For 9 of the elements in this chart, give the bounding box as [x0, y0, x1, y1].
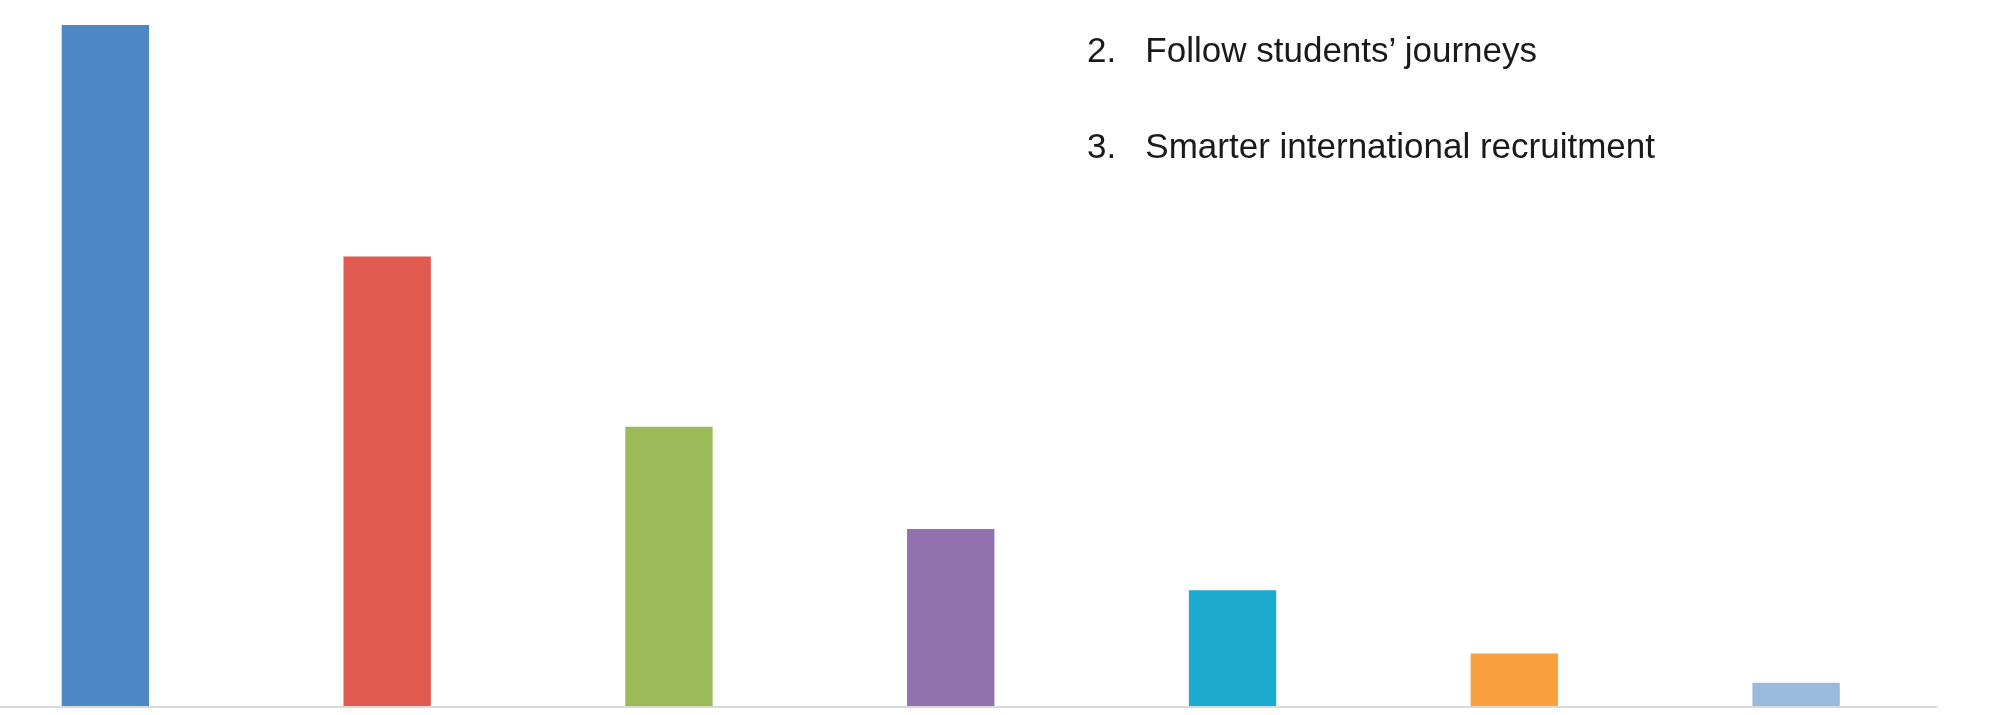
bar — [1188, 590, 1277, 706]
annotation: 3. Smarter international recruitment — [1087, 126, 1656, 165]
annotation: 2. Follow students’ journeys — [1087, 30, 1538, 69]
bar — [907, 528, 995, 706]
bar — [61, 25, 150, 706]
bar — [1752, 682, 1840, 706]
bar — [1470, 653, 1558, 706]
bar — [343, 256, 431, 706]
bar — [625, 426, 713, 706]
